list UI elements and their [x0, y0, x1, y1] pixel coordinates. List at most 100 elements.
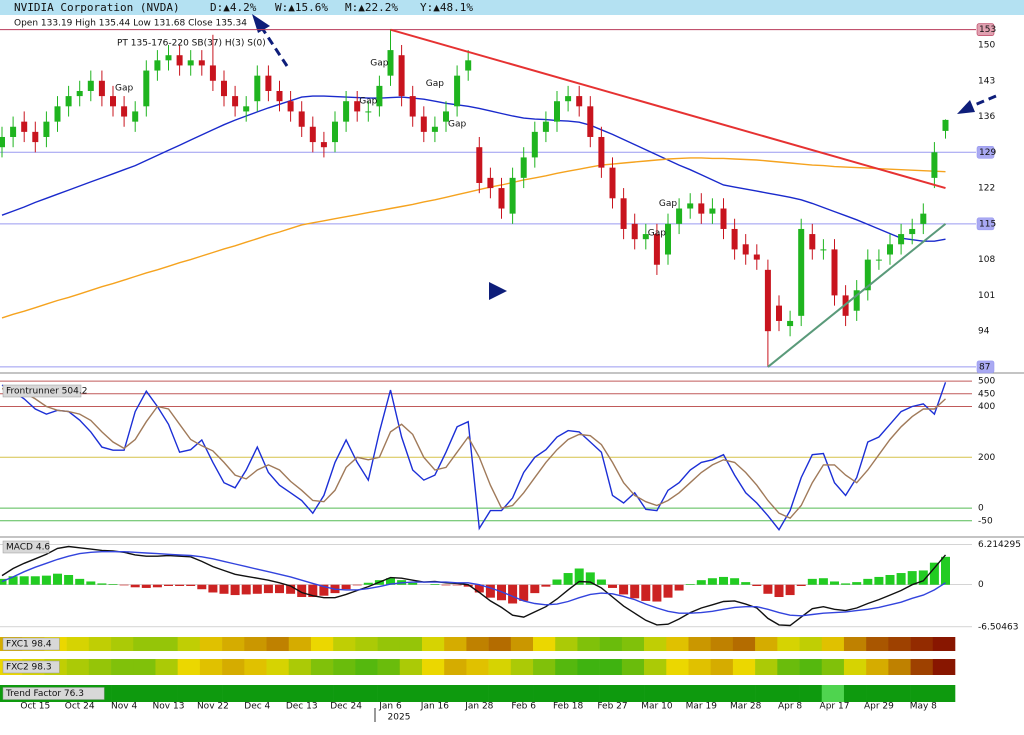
price-info: Open 133.19 High 135.44 Low 131.68 Close…: [14, 19, 247, 29]
histogram-bar: [230, 584, 240, 596]
candle-body: [0, 136, 5, 148]
candle-body: [10, 126, 17, 137]
heat-cell: [533, 637, 556, 651]
histogram-bar: [774, 584, 784, 598]
heat-cell: [599, 637, 623, 651]
heat-cell: [666, 637, 689, 651]
candle-body: [642, 234, 649, 240]
heat-cell: [88, 659, 112, 675]
histogram-bar: [519, 584, 529, 601]
y-tick-label: 450: [978, 389, 995, 399]
histogram-bar: [408, 582, 418, 585]
candle-body: [176, 55, 183, 66]
candle-body: [853, 290, 860, 311]
panel-label: Frontrunner 504.2: [6, 387, 87, 397]
heat-cell: [488, 685, 512, 702]
histogram-bar: [252, 584, 262, 594]
heat-cell: [843, 659, 867, 675]
heat-cell: [599, 659, 623, 675]
heat-cell: [288, 685, 312, 702]
heat-cell: [777, 659, 800, 675]
heat-cell: [133, 685, 156, 702]
indicator-line: [1, 545, 947, 627]
heat-cell: [399, 637, 423, 651]
heat-cell: [533, 685, 556, 702]
heat-cell: [732, 637, 756, 651]
heat-cell: [355, 659, 378, 675]
heat-cell: [444, 685, 467, 702]
heat-cell: [799, 659, 823, 675]
candle-body: [198, 60, 205, 66]
candle-body: [820, 249, 827, 251]
y-tick-label: -50: [978, 516, 993, 526]
heat-cell: [666, 659, 689, 675]
candle-body: [653, 234, 660, 265]
change-year: Y:▲48.1%: [420, 1, 473, 14]
heat-cell: [510, 637, 534, 651]
heat-cell: [777, 637, 800, 651]
histogram-bar: [352, 584, 362, 586]
label-box: [2, 540, 50, 554]
candle-body: [465, 60, 472, 71]
heat-cell: [444, 659, 467, 675]
heat-cell: [222, 637, 245, 651]
histogram-bar: [430, 584, 440, 585]
level-label: 115: [979, 219, 996, 229]
histogram-bar: [841, 583, 851, 585]
histogram-bar: [463, 584, 473, 587]
histogram-bar: [386, 578, 395, 585]
histogram-bar: [485, 584, 495, 598]
level-label: 153: [979, 25, 996, 35]
histogram-bar: [763, 584, 773, 594]
histogram-bar: [263, 584, 273, 594]
histogram-bar: [97, 583, 107, 585]
heat-cell: [555, 659, 578, 675]
heat-cell: [88, 637, 112, 651]
histogram-bar: [719, 576, 728, 585]
heat-cell: [466, 659, 489, 675]
x-tick-label: Mar 10: [641, 702, 673, 712]
label-box: [2, 687, 105, 700]
histogram-bar: [86, 581, 96, 585]
heat-cell: [355, 637, 378, 651]
gap-annotation: Gap: [370, 58, 388, 68]
candle-body: [209, 65, 216, 81]
x-tick-label: Jan 16: [420, 702, 449, 712]
histogram-bar: [363, 582, 373, 585]
heat-cell: [399, 659, 423, 675]
heat-cell: [666, 685, 689, 702]
histogram-bar: [741, 582, 751, 585]
candle-body: [565, 96, 572, 102]
heat-cell: [799, 637, 823, 651]
histogram-bar: [164, 584, 173, 586]
histogram-bar: [130, 584, 140, 588]
candle-body: [276, 90, 283, 102]
heat-cell: [621, 685, 645, 702]
candle-body: [709, 208, 716, 214]
heat-cell: [244, 637, 267, 651]
candle-body: [265, 75, 272, 91]
histogram-bar: [796, 584, 806, 586]
candle-body: [620, 198, 627, 229]
heat-cell: [510, 659, 534, 675]
heat-cell: [932, 637, 956, 651]
histogram-bar: [619, 584, 629, 595]
candle-body: [165, 55, 172, 61]
x-tick-label: Oct 24: [65, 702, 95, 712]
histogram-bar: [896, 573, 906, 585]
candle-body: [243, 106, 250, 112]
heat-cell: [466, 685, 489, 702]
histogram-bar: [696, 580, 706, 585]
heat-cell: [66, 659, 90, 675]
candle-body: [365, 111, 372, 113]
heat-cell: [177, 659, 201, 675]
heat-cell: [377, 659, 401, 675]
candle-body: [509, 177, 516, 214]
pointer-arrows: [252, 14, 997, 300]
heat-cell: [710, 659, 734, 675]
histogram-bar: [574, 568, 584, 585]
heat-cell: [377, 685, 401, 702]
histogram-bar: [530, 584, 540, 594]
histogram-bar: [818, 578, 828, 585]
